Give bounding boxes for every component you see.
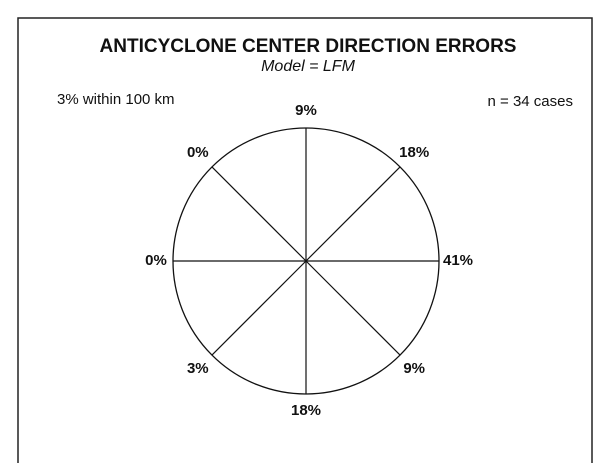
annotation: 3% within 100 km: [57, 91, 175, 108]
annotation: n = 34 cases: [488, 93, 573, 110]
data-label: 0%: [187, 144, 209, 161]
frame: [17, 17, 593, 463]
direction-spoke: [211, 166, 307, 262]
chart-title: ANTICYCLONE CENTER DIRECTION ERRORS: [100, 36, 517, 57]
chart-subtitle: Model = LFM: [261, 58, 355, 75]
direction-spoke: [305, 260, 401, 356]
direction-spoke: [211, 260, 307, 356]
data-label: 18%: [291, 402, 321, 419]
data-label: 18%: [399, 144, 429, 161]
data-label: 3%: [187, 360, 209, 377]
direction-spoke: [305, 166, 401, 262]
data-label: 9%: [295, 102, 317, 119]
data-label: 0%: [145, 252, 167, 269]
data-label: 9%: [403, 360, 425, 377]
data-label: 41%: [443, 252, 473, 269]
